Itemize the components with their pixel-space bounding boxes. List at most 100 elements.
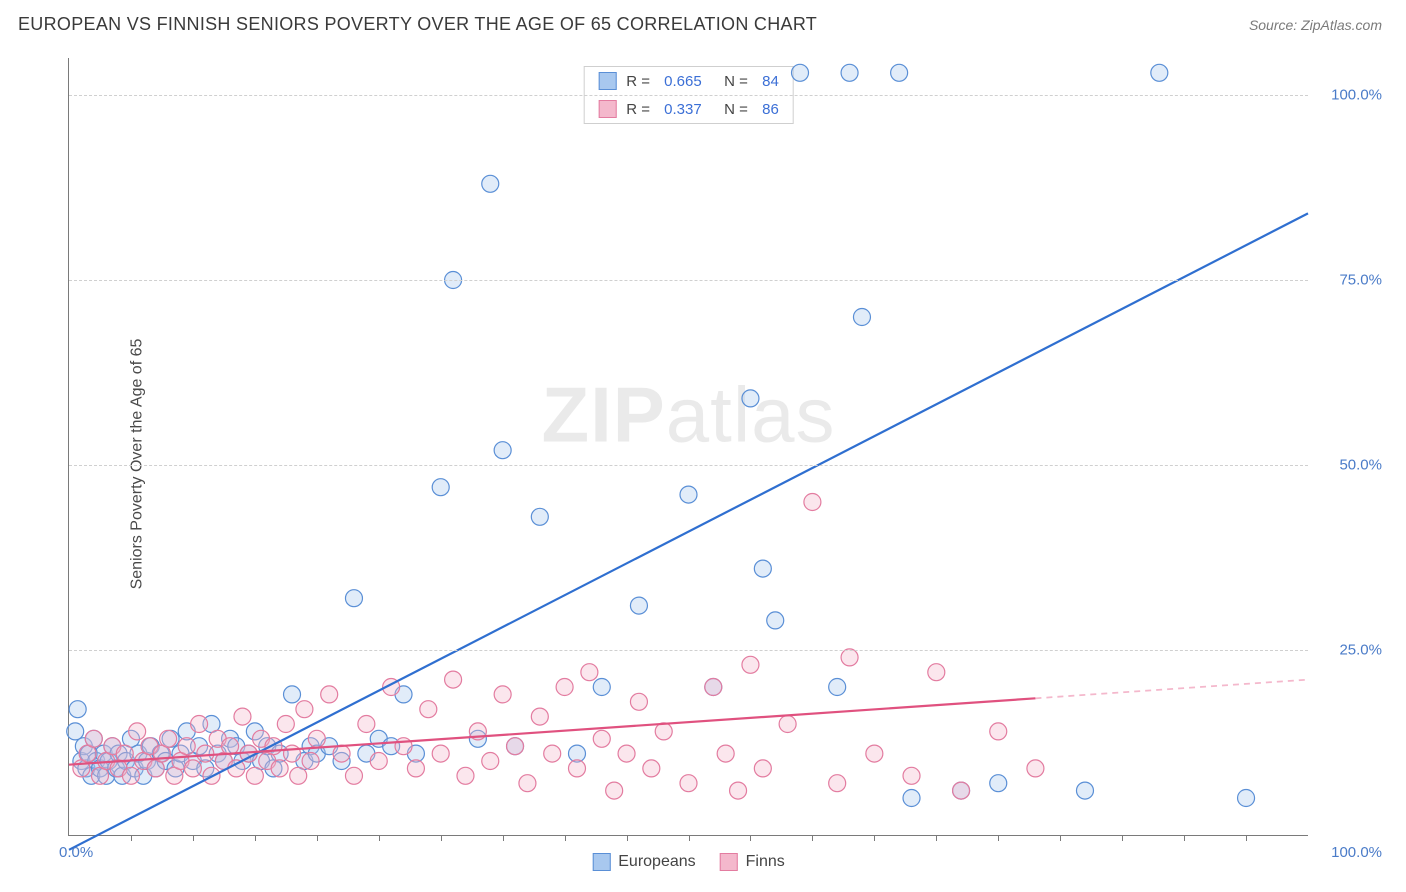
data-point bbox=[767, 612, 784, 629]
data-point bbox=[308, 730, 325, 747]
data-point bbox=[407, 760, 424, 777]
y-tick-label: 50.0% bbox=[1339, 457, 1382, 474]
data-point bbox=[754, 560, 771, 577]
data-point bbox=[556, 679, 573, 696]
data-point bbox=[618, 745, 635, 762]
data-point bbox=[593, 679, 610, 696]
legend-label: Finns bbox=[746, 853, 785, 871]
data-point bbox=[841, 64, 858, 81]
x-tick bbox=[503, 835, 504, 841]
data-point bbox=[358, 716, 375, 733]
x-tick bbox=[131, 835, 132, 841]
data-point bbox=[841, 649, 858, 666]
data-point bbox=[122, 767, 139, 784]
chart-title: EUROPEAN VS FINNISH SENIORS POVERTY OVER… bbox=[18, 14, 817, 35]
data-point bbox=[420, 701, 437, 718]
x-max-label: 100.0% bbox=[1331, 844, 1382, 861]
data-point bbox=[531, 508, 548, 525]
data-point bbox=[184, 760, 201, 777]
data-point bbox=[903, 767, 920, 784]
data-point bbox=[544, 745, 561, 762]
x-tick bbox=[874, 835, 875, 841]
x-tick bbox=[1060, 835, 1061, 841]
legend-swatch bbox=[720, 853, 738, 871]
data-point bbox=[234, 708, 251, 725]
data-point bbox=[507, 738, 524, 755]
data-point bbox=[1238, 790, 1255, 807]
data-point bbox=[891, 64, 908, 81]
data-point bbox=[531, 708, 548, 725]
data-point bbox=[655, 723, 672, 740]
data-point bbox=[829, 679, 846, 696]
gridline bbox=[69, 280, 1308, 281]
regression-line bbox=[69, 213, 1308, 849]
data-point bbox=[519, 775, 536, 792]
data-point bbox=[69, 701, 86, 718]
data-point bbox=[284, 686, 301, 703]
data-point bbox=[705, 679, 722, 696]
x-tick bbox=[936, 835, 937, 841]
data-point bbox=[593, 730, 610, 747]
gridline bbox=[69, 95, 1308, 96]
data-point bbox=[581, 664, 598, 681]
data-point bbox=[1151, 64, 1168, 81]
data-point bbox=[197, 745, 214, 762]
x-tick bbox=[750, 835, 751, 841]
data-point bbox=[290, 767, 307, 784]
series-legend: Europeans Finns bbox=[592, 853, 785, 871]
data-point bbox=[67, 723, 84, 740]
data-point bbox=[345, 767, 362, 784]
data-point bbox=[277, 716, 294, 733]
data-point bbox=[853, 309, 870, 326]
data-point bbox=[829, 775, 846, 792]
source-label: Source: ZipAtlas.com bbox=[1249, 17, 1382, 33]
y-tick-label: 100.0% bbox=[1331, 87, 1382, 104]
legend-item: Europeans bbox=[592, 853, 695, 871]
x-origin-label: 0.0% bbox=[59, 844, 93, 861]
data-point bbox=[302, 753, 319, 770]
data-point bbox=[643, 760, 660, 777]
y-tick-label: 25.0% bbox=[1339, 642, 1382, 659]
x-tick bbox=[1246, 835, 1247, 841]
data-point bbox=[1076, 782, 1093, 799]
data-point bbox=[680, 486, 697, 503]
data-point bbox=[990, 775, 1007, 792]
data-point bbox=[228, 760, 245, 777]
x-tick bbox=[317, 835, 318, 841]
data-point bbox=[630, 693, 647, 710]
data-point bbox=[191, 716, 208, 733]
data-point bbox=[568, 760, 585, 777]
data-point bbox=[1027, 760, 1044, 777]
data-point bbox=[178, 738, 195, 755]
data-point bbox=[321, 686, 338, 703]
data-point bbox=[482, 175, 499, 192]
data-point bbox=[432, 745, 449, 762]
data-point bbox=[370, 753, 387, 770]
x-tick bbox=[998, 835, 999, 841]
data-point bbox=[296, 701, 313, 718]
data-point bbox=[606, 782, 623, 799]
data-point bbox=[284, 745, 301, 762]
data-point bbox=[494, 442, 511, 459]
data-point bbox=[953, 782, 970, 799]
data-point bbox=[903, 790, 920, 807]
chart-container: Seniors Poverty Over the Age of 65 ZIPat… bbox=[18, 48, 1388, 880]
legend-swatch bbox=[592, 853, 610, 871]
data-point bbox=[333, 745, 350, 762]
data-point bbox=[717, 745, 734, 762]
data-point bbox=[246, 767, 263, 784]
data-point bbox=[494, 686, 511, 703]
data-point bbox=[271, 760, 288, 777]
x-tick bbox=[689, 835, 690, 841]
data-point bbox=[129, 723, 146, 740]
data-point bbox=[457, 767, 474, 784]
x-tick bbox=[193, 835, 194, 841]
data-point bbox=[680, 775, 697, 792]
data-point bbox=[990, 723, 1007, 740]
data-point bbox=[160, 730, 177, 747]
x-tick bbox=[627, 835, 628, 841]
data-point bbox=[779, 716, 796, 733]
data-point bbox=[445, 671, 462, 688]
data-point bbox=[866, 745, 883, 762]
x-tick bbox=[1122, 835, 1123, 841]
